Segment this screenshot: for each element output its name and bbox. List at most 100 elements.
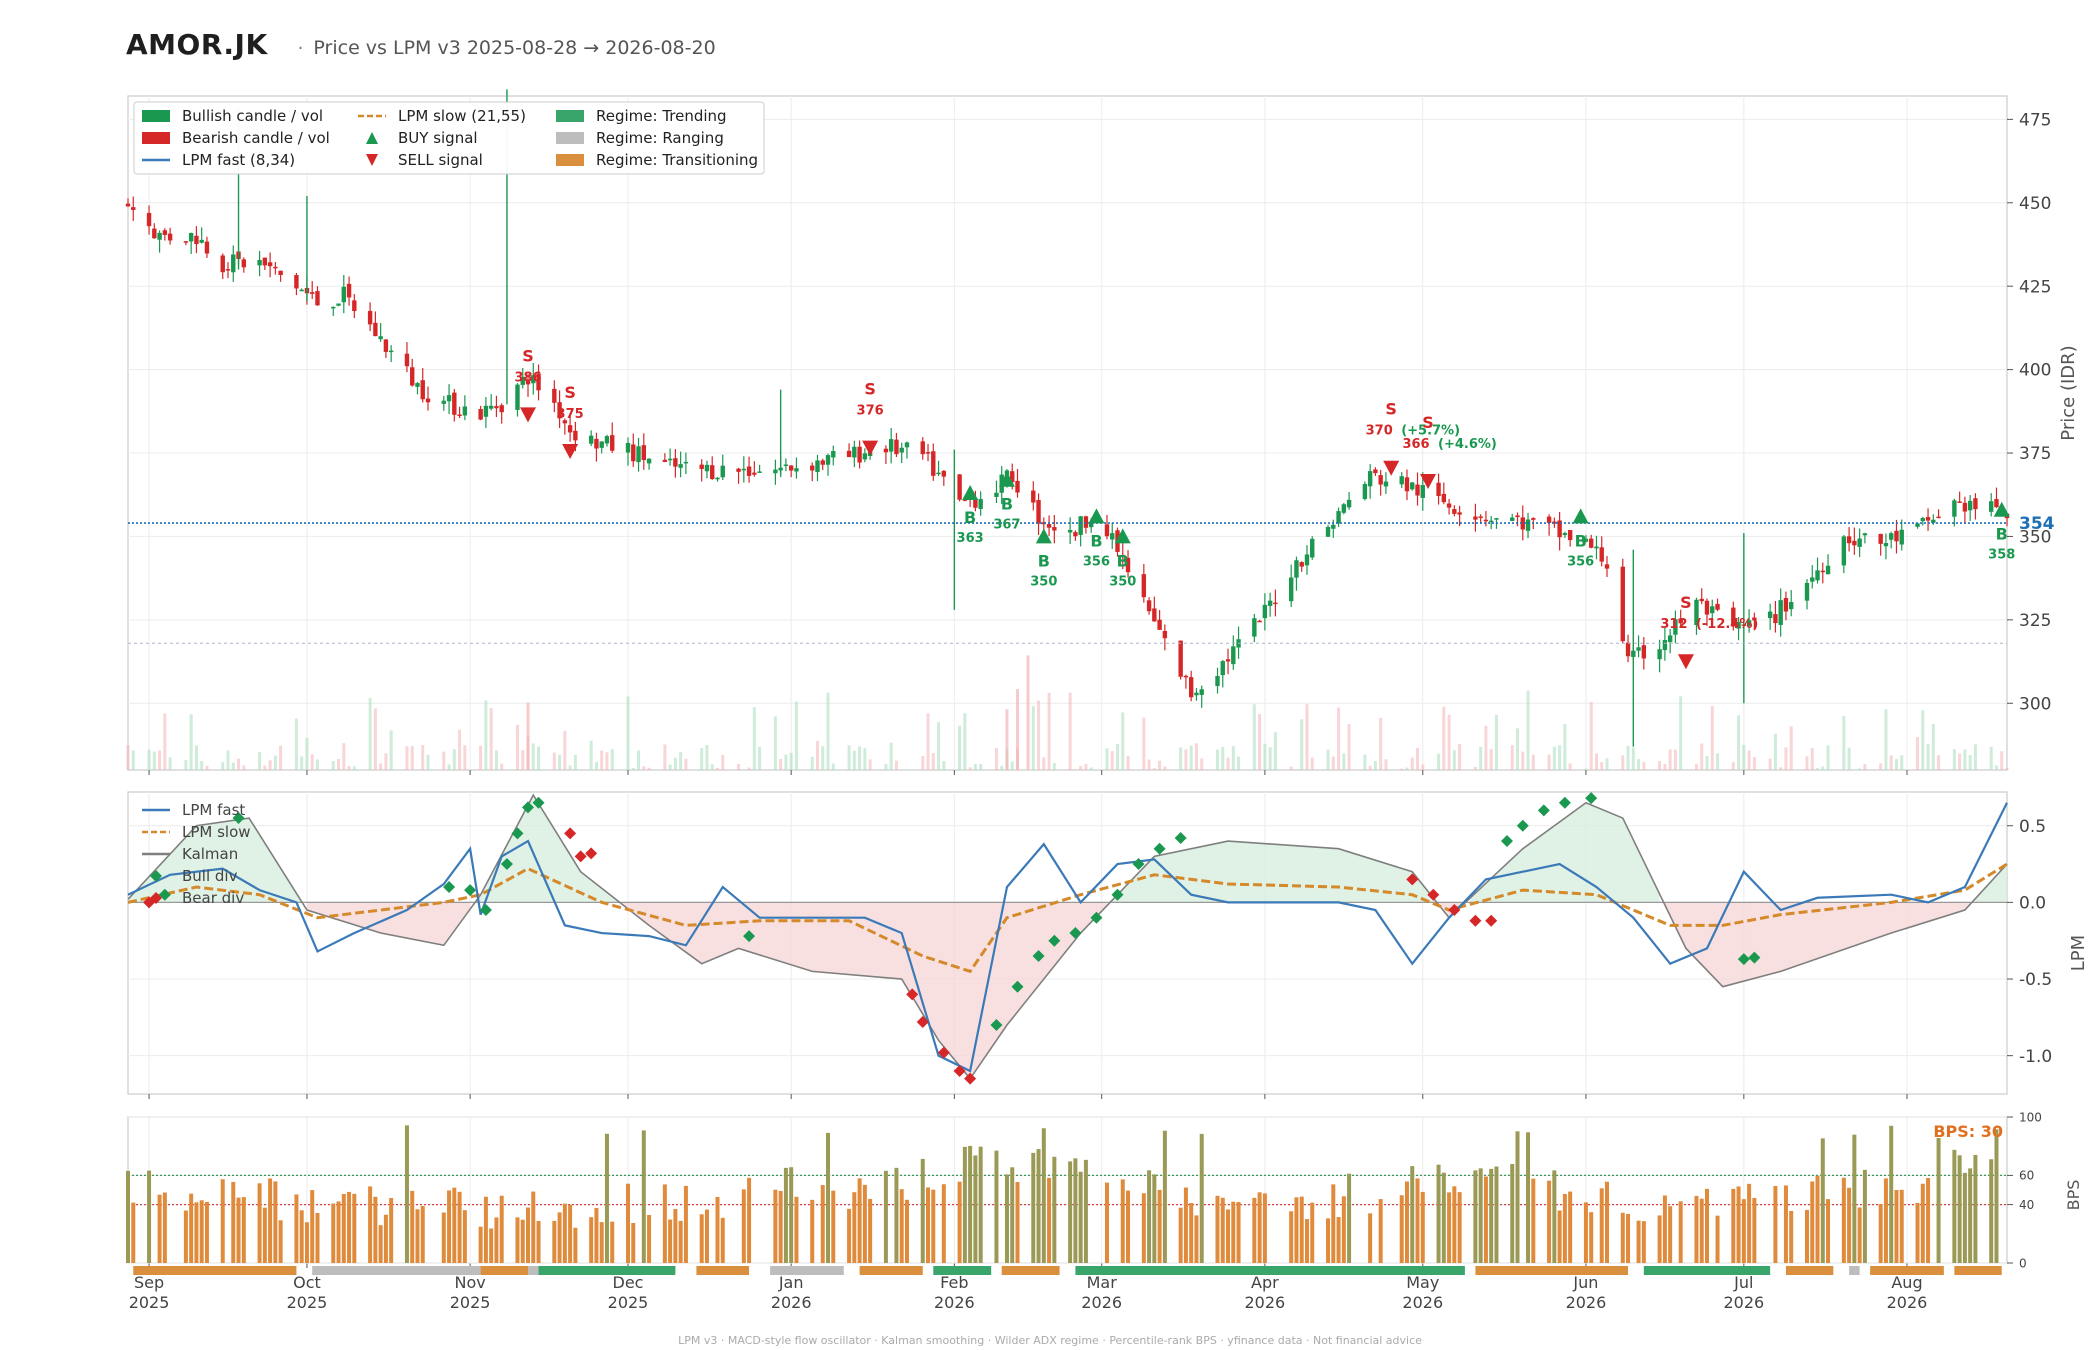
bps-bar: [373, 1196, 378, 1263]
volume-bar: [1231, 746, 1235, 770]
bps-bar: [631, 1223, 636, 1263]
candle-body: [810, 465, 815, 471]
candle-body: [331, 306, 336, 309]
x-tick-label-month: Oct: [293, 1273, 321, 1292]
candle-body: [273, 266, 278, 269]
regime-strip: [133, 1266, 2002, 1275]
x-tick-label-year: 2026: [1723, 1293, 1764, 1312]
bull-div-marker: [1048, 934, 1061, 947]
volume-bar: [1510, 745, 1514, 770]
candle-body: [794, 468, 799, 472]
bull-fill-area: [128, 818, 302, 903]
candle-body: [1925, 517, 1931, 521]
volume-bar: [884, 763, 888, 770]
volume-bar: [705, 745, 709, 770]
candle-body: [1120, 554, 1125, 557]
x-tick-label-year: 2026: [771, 1293, 812, 1312]
buy-signal-letter: B: [1575, 531, 1587, 550]
regime-segment: [480, 1266, 529, 1275]
bps-bar: [499, 1195, 504, 1263]
volume-bar: [1179, 747, 1183, 770]
bps-bar: [720, 1217, 725, 1263]
volume-bar: [305, 737, 309, 770]
volume-bar: [221, 762, 225, 770]
regime-segment: [312, 1266, 613, 1275]
bps-bar: [1694, 1195, 1699, 1263]
volume-bar: [752, 707, 756, 770]
candle-body: [1594, 546, 1599, 549]
price-tick-label: 400: [2019, 361, 2051, 381]
candle-body: [1620, 566, 1625, 642]
bps-bar: [1262, 1193, 1267, 1263]
volume-bar: [1526, 690, 1530, 770]
bps-bar: [1194, 1215, 1199, 1263]
candle-body: [1483, 519, 1489, 522]
volume-bar: [500, 763, 504, 770]
bps-bar: [1494, 1166, 1499, 1263]
volume-bar: [721, 755, 725, 770]
candle-body: [1820, 570, 1825, 573]
volume-bar: [673, 757, 677, 770]
volume-bar: [1073, 769, 1077, 770]
candle-body: [636, 446, 641, 463]
candle-body: [1552, 521, 1557, 524]
volume-bar: [1310, 757, 1314, 770]
bps-tick-label: 0: [2019, 1256, 2027, 1270]
volume-bar: [152, 751, 156, 770]
candle-body: [383, 339, 389, 352]
volume-bar: [368, 697, 372, 770]
bps-bar: [1973, 1154, 1978, 1263]
volume-bar: [1268, 747, 1272, 770]
volume-bar: [442, 751, 446, 770]
buy-signal-letter: B: [964, 508, 976, 527]
candle-body: [525, 379, 531, 385]
candle-body: [1041, 522, 1047, 525]
x-tick-label-year: 2025: [450, 1293, 491, 1312]
bps-bar: [1199, 1133, 1204, 1263]
volume-bar: [410, 745, 414, 770]
candle-body: [1273, 602, 1278, 605]
candle-body: [1862, 533, 1868, 536]
volume-bar: [242, 765, 246, 770]
candle-body: [1567, 530, 1573, 541]
x-tick-label-month: Feb: [940, 1273, 968, 1292]
candle-body: [720, 465, 725, 478]
volume-bar: [310, 754, 314, 770]
bull-div-marker: [1585, 792, 1598, 805]
candle-body: [373, 322, 378, 337]
bps-bar: [157, 1194, 162, 1263]
candle-body: [1031, 490, 1036, 503]
volume-bar: [1847, 747, 1851, 770]
candle-body: [1262, 604, 1268, 619]
volume-bar: [131, 750, 135, 770]
volume-bar: [1337, 707, 1341, 770]
volume-bar: [863, 748, 867, 770]
bps-bar: [1341, 1196, 1346, 1263]
volume-bar: [994, 748, 998, 770]
bps-tick-label: 40: [2019, 1198, 2034, 1212]
volume-bar: [1326, 749, 1330, 770]
bps-bar: [462, 1210, 467, 1263]
volume-bar: [1889, 755, 1893, 770]
candle-body: [815, 460, 820, 473]
volume-bar: [858, 746, 862, 770]
bps-bar: [1157, 1189, 1162, 1263]
bps-bar: [899, 1189, 904, 1263]
x-tick-label-year: 2026: [1245, 1293, 1286, 1312]
bps-bar: [257, 1183, 262, 1263]
candle-body: [625, 442, 631, 453]
candle-body: [1178, 640, 1183, 677]
candle-body: [310, 292, 315, 294]
bps-bar: [1104, 1182, 1109, 1263]
bear-div-marker: [585, 847, 598, 860]
bps-bar: [183, 1210, 188, 1263]
bps-bar: [1662, 1195, 1667, 1263]
candle-body: [378, 336, 383, 340]
candle-body: [1288, 577, 1294, 602]
bps-bar: [336, 1201, 341, 1263]
x-tick-label-month: Jan: [778, 1273, 804, 1292]
candle-body: [894, 439, 899, 455]
candle-body: [1404, 477, 1410, 492]
bps-bar: [1552, 1170, 1557, 1263]
bear-div-marker: [1406, 873, 1419, 886]
